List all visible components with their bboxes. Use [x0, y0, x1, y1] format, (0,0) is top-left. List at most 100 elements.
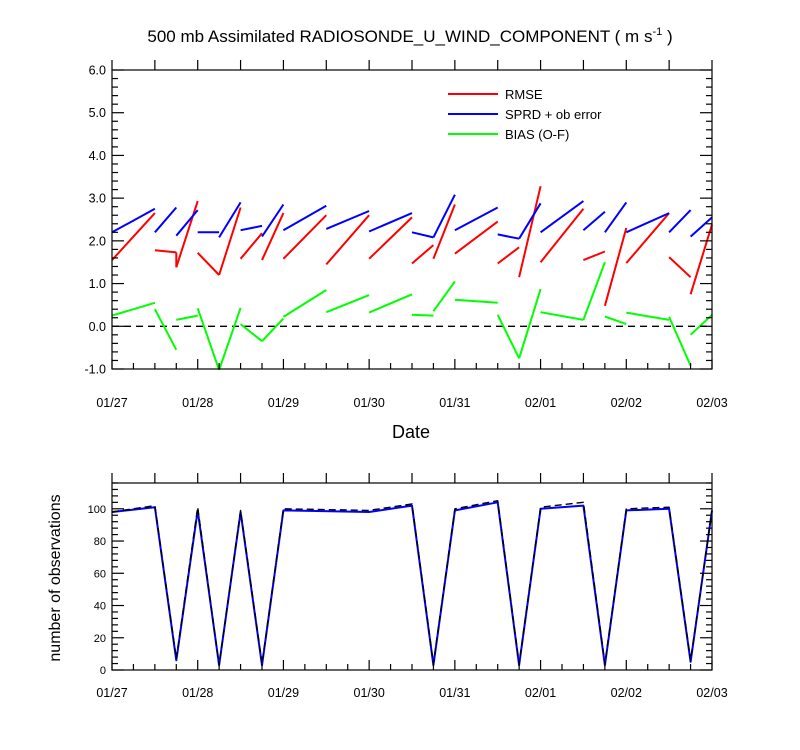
- series-segment: [111, 212, 156, 261]
- series-segment: [218, 207, 242, 276]
- chart-title: 500 mb Assimilated RADIOSONDE_U_WIND_COM…: [147, 26, 672, 46]
- series-segment: [540, 200, 584, 234]
- y-tick-label: 80: [94, 536, 106, 548]
- chart-title-superscript: -1: [652, 26, 662, 38]
- series-segment: [261, 317, 285, 342]
- legend-label: SPRD + ob error: [505, 107, 602, 122]
- series-segment: [496, 314, 520, 359]
- series-segment: [497, 246, 520, 265]
- series-segment: [325, 214, 370, 266]
- x-tick-label: 02/02: [611, 396, 642, 410]
- y-tick-label: 4.0: [89, 149, 106, 163]
- x-tick-label: 01/28: [182, 686, 213, 700]
- series-segment: [282, 204, 327, 232]
- series-assimilated: [111, 501, 713, 667]
- series-segment: [432, 204, 456, 260]
- series-segment: [518, 288, 542, 359]
- series-segment: [218, 201, 242, 238]
- series-segment: [604, 315, 627, 326]
- series-segment: [518, 185, 542, 278]
- x-tick-label: 01/29: [268, 396, 299, 410]
- chart-title-suffix: ): [662, 27, 672, 46]
- x-tick-label: 01/30: [354, 396, 385, 410]
- y-tick-label: 2.0: [89, 234, 106, 248]
- series-segment: [368, 293, 413, 314]
- series-segment: [604, 201, 628, 233]
- bottom-plot: 0 20 40 60 80 100 01/27 01/28 01/29 01/30 01/31 02…: [88, 473, 728, 700]
- series-segment: [411, 313, 434, 317]
- series-possible: [111, 500, 713, 666]
- series-segment: [154, 249, 177, 254]
- series-segment: [240, 224, 263, 232]
- series-segment: [539, 208, 585, 263]
- series-segment: [454, 220, 499, 255]
- series-segment: [239, 323, 263, 342]
- y-tick-label: 0: [100, 665, 106, 677]
- x-tick-label: 01/28: [182, 396, 213, 410]
- series-bias-o-f: [111, 261, 713, 371]
- x-tick-label: 01/31: [439, 686, 470, 700]
- x-tick-label: 01/27: [96, 686, 127, 700]
- series-segment: [689, 224, 713, 295]
- series-segment: [111, 301, 156, 317]
- y-tick-label: 60: [94, 568, 106, 580]
- x-tick-label: 01/27: [96, 396, 127, 410]
- series-segment: [261, 212, 285, 261]
- x-axis-label: Date: [392, 422, 430, 442]
- y-tick-label: 100: [88, 504, 106, 516]
- series-segment: [154, 308, 178, 351]
- series-segment: [668, 316, 692, 367]
- series-segment: [583, 250, 606, 262]
- x-tick-label: 01/31: [439, 396, 470, 410]
- series-segment: [411, 244, 435, 265]
- x-tick-label: 02/03: [696, 686, 727, 700]
- series-segment: [625, 212, 670, 234]
- x-tick-label: 02/01: [525, 686, 556, 700]
- series-segment: [626, 311, 670, 321]
- series-segment: [432, 280, 456, 312]
- legend-label: BIAS (O-F): [505, 127, 569, 142]
- bottom-ticks: [111, 473, 713, 671]
- series-sprd-ob-error: [111, 194, 713, 240]
- series-segment: [218, 307, 242, 371]
- series-segment: [175, 209, 199, 237]
- chart-title-main: 500 mb Assimilated RADIOSONDE_U_WIND_COM…: [147, 27, 652, 46]
- series-segment: [668, 256, 692, 278]
- series-segment: [411, 231, 434, 239]
- series-segment: [497, 233, 520, 240]
- y-tick-label: 6.0: [89, 64, 106, 78]
- legend-label: RMSE: [505, 87, 543, 102]
- top-x-tick-labels: 01/27 01/28 01/29 01/30 01/31 02/01 02/02 02/03: [96, 396, 727, 410]
- bottom-y-tick-labels: 0 20 40 60 80 100: [88, 504, 106, 677]
- x-tick-label: 02/01: [525, 396, 556, 410]
- series-segment: [540, 311, 584, 321]
- series-segment: [325, 294, 370, 314]
- series-segment: [261, 203, 285, 238]
- series-segment: [668, 209, 692, 233]
- bottom-y-axis-label: number of observations: [47, 494, 64, 661]
- y-tick-label: 5.0: [89, 106, 106, 120]
- top-plot-frame: [111, 69, 713, 370]
- series-segment: [175, 200, 199, 268]
- series-segment: [239, 232, 263, 260]
- y-tick-label: -1.0: [84, 363, 106, 377]
- series-segment: [196, 252, 220, 276]
- top-y-tick-labels: -1.0 0.0 1.0 2.0 3.0 4.0 5.0 6.0: [84, 64, 106, 377]
- series-segment: [176, 314, 198, 321]
- bottom-x-tick-labels: 01/27 01/28 01/29 01/30 01/31 02/01 02/02 02/03: [96, 686, 727, 700]
- bottom-series-layer: [111, 500, 713, 667]
- series-segment: [282, 214, 328, 260]
- series-segment: [603, 227, 628, 307]
- series-segment: [689, 216, 713, 238]
- series-segment: [282, 289, 327, 318]
- series-segment: [368, 212, 413, 233]
- top-plot: -1.00.01.02.03.04.05.06.0 01/27 01/28 01/2…: [84, 60, 728, 410]
- series-rmse: [111, 185, 713, 307]
- y-tick-label: 20: [94, 633, 106, 645]
- x-tick-label: 02/03: [696, 396, 727, 410]
- series-segment: [582, 211, 606, 231]
- y-tick-label: 1.0: [89, 277, 106, 291]
- y-tick-label: 3.0: [89, 192, 106, 206]
- series-segment: [454, 298, 498, 304]
